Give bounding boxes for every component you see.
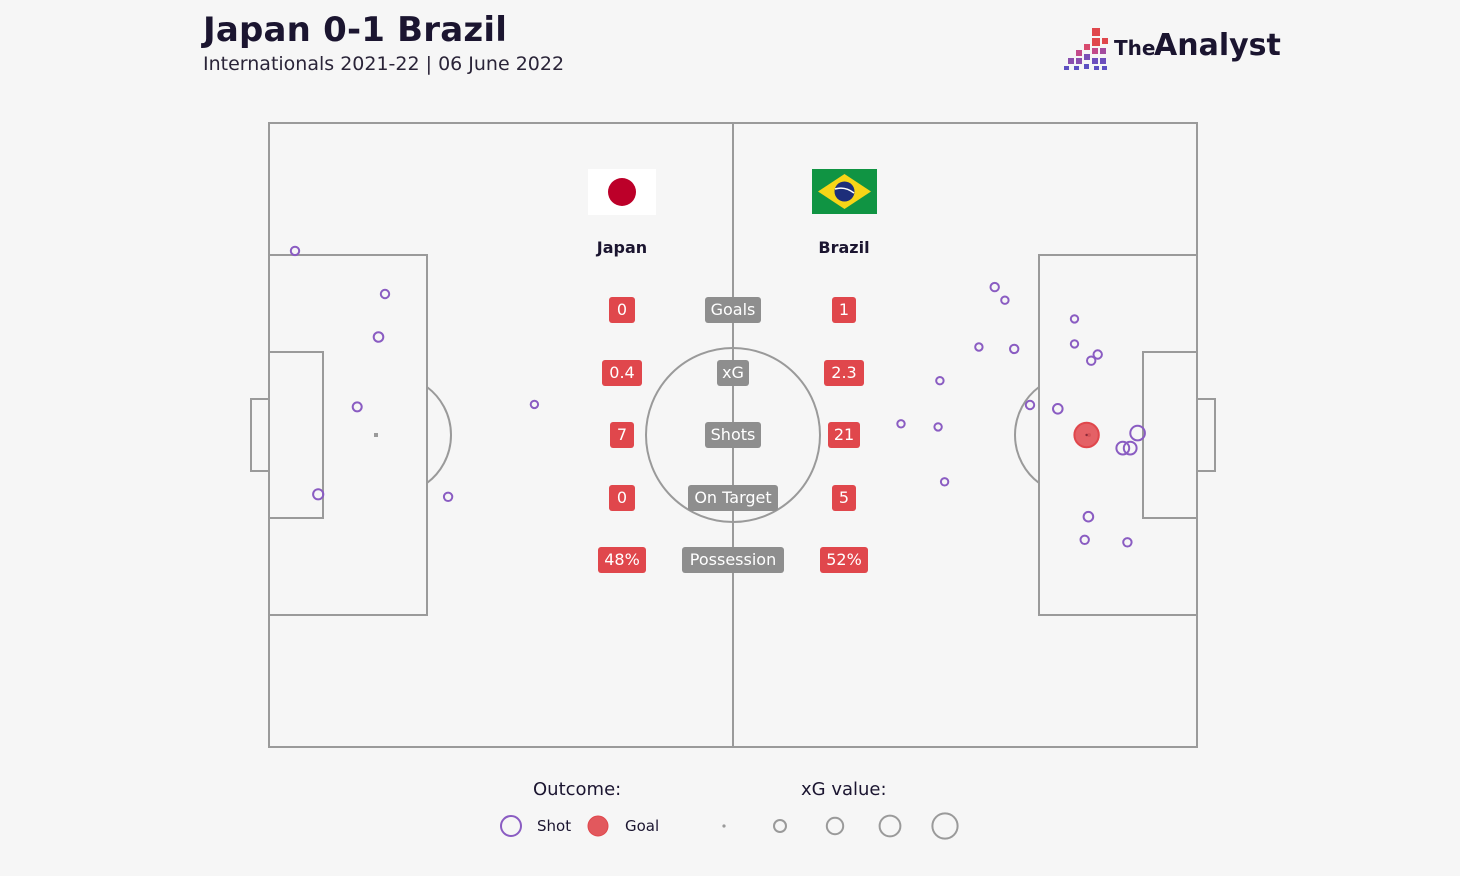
right-six-yard-box bbox=[1142, 351, 1198, 519]
home-shots: 7 bbox=[610, 422, 634, 448]
shot-marker-japan-3 bbox=[351, 401, 363, 413]
shot-marker-brazil-3 bbox=[974, 342, 984, 352]
shot-marker-brazil-12 bbox=[1086, 355, 1097, 366]
left-penalty-spot bbox=[374, 433, 378, 437]
away-goals: 1 bbox=[832, 297, 856, 323]
stat-label-possession: Possession bbox=[682, 547, 784, 573]
away-team-name: Brazil bbox=[818, 238, 870, 257]
right-penalty-arc bbox=[1014, 386, 1040, 484]
home-goals: 0 bbox=[609, 297, 635, 323]
shot-marker-brazil-6 bbox=[896, 419, 906, 429]
goal-marker-centre-0 bbox=[1085, 433, 1088, 437]
left-six-yard-box bbox=[268, 351, 324, 519]
shot-marker-brazil-8 bbox=[939, 477, 950, 487]
shot-marker-brazil-7 bbox=[933, 422, 943, 432]
stat-label-goals: Goals bbox=[705, 297, 761, 323]
shot-marker-brazil-2 bbox=[1000, 295, 1010, 305]
shot-marker-brazil-15 bbox=[1129, 424, 1146, 442]
shot-marker-brazil-13 bbox=[1024, 399, 1036, 411]
shot-marker-brazil-19 bbox=[1079, 534, 1090, 545]
stat-label-xg: xG bbox=[717, 360, 749, 386]
analyst-logo-icon bbox=[1064, 28, 1108, 70]
right-goal bbox=[1196, 398, 1216, 472]
shot-marker-brazil-5 bbox=[935, 376, 945, 386]
shot-marker-japan-4 bbox=[312, 488, 325, 501]
page-subtitle: Internationals 2021-22 | 06 June 2022 bbox=[203, 53, 565, 75]
shot-marker-brazil-4 bbox=[1009, 343, 1020, 355]
legend-xg-title: xG value: bbox=[801, 779, 887, 800]
shot-marker-brazil-17 bbox=[1122, 440, 1138, 456]
stat-label-on-target: On Target bbox=[688, 485, 778, 511]
left-goal bbox=[250, 398, 270, 472]
left-penalty-arc bbox=[426, 386, 452, 484]
page-title: Japan 0-1 Brazil bbox=[203, 10, 508, 50]
away-possession: 52% bbox=[820, 547, 868, 573]
shot-marker-brazil-9 bbox=[1069, 314, 1080, 324]
legend-outcome-title: Outcome: bbox=[533, 779, 622, 800]
home-on-target: 0 bbox=[609, 485, 635, 511]
shot-marker-japan-5 bbox=[442, 491, 454, 502]
centre-circle bbox=[645, 347, 821, 523]
shot-marker-japan-0 bbox=[289, 245, 301, 257]
left-penalty-area bbox=[268, 254, 428, 616]
xg-legend-circle-0 bbox=[722, 824, 726, 828]
brazil-flag bbox=[812, 169, 877, 214]
right-penalty-area bbox=[1038, 254, 1198, 616]
shot-marker-brazil-1 bbox=[989, 281, 1000, 293]
xg-legend-circle-4 bbox=[931, 812, 959, 840]
brand-logo: The Analyst bbox=[1064, 28, 1304, 74]
brand-name: Analyst bbox=[1154, 28, 1281, 63]
shot-marker-brazil-10 bbox=[1069, 339, 1080, 349]
shot-marker-brazil-11 bbox=[1092, 349, 1103, 360]
home-xg: 0.4 bbox=[602, 360, 642, 386]
xg-legend-circle-2 bbox=[825, 816, 845, 836]
stat-label-shots: Shots bbox=[705, 422, 761, 448]
shot-marker-brazil-14 bbox=[1052, 403, 1064, 415]
shots-layer bbox=[289, 245, 1146, 548]
shot-marker-japan-2 bbox=[372, 331, 385, 343]
legend-goal-marker bbox=[587, 815, 609, 837]
shot-marker-japan-6 bbox=[529, 399, 540, 410]
away-on-target: 5 bbox=[832, 485, 856, 511]
away-xg: 2.3 bbox=[824, 360, 864, 386]
shot-marker-brazil-16 bbox=[1115, 440, 1131, 456]
japan-flag bbox=[588, 169, 656, 215]
shot-marker-brazil-18 bbox=[1082, 510, 1095, 523]
home-possession: 48% bbox=[598, 547, 646, 573]
brand-the: The bbox=[1114, 36, 1156, 60]
away-shots: 21 bbox=[828, 422, 860, 448]
legend-shot-label: Shot bbox=[537, 817, 572, 835]
legend-shot-marker bbox=[500, 815, 522, 837]
shot-marker-brazil-20 bbox=[1122, 537, 1133, 548]
xg-legend bbox=[722, 812, 959, 840]
legend-goal-label: Goal bbox=[625, 817, 660, 835]
xg-legend-circle-1 bbox=[773, 819, 787, 833]
shot-marker-japan-1 bbox=[379, 288, 391, 300]
xg-legend-circle-3 bbox=[878, 814, 902, 838]
home-team-name: Japan bbox=[596, 238, 648, 257]
